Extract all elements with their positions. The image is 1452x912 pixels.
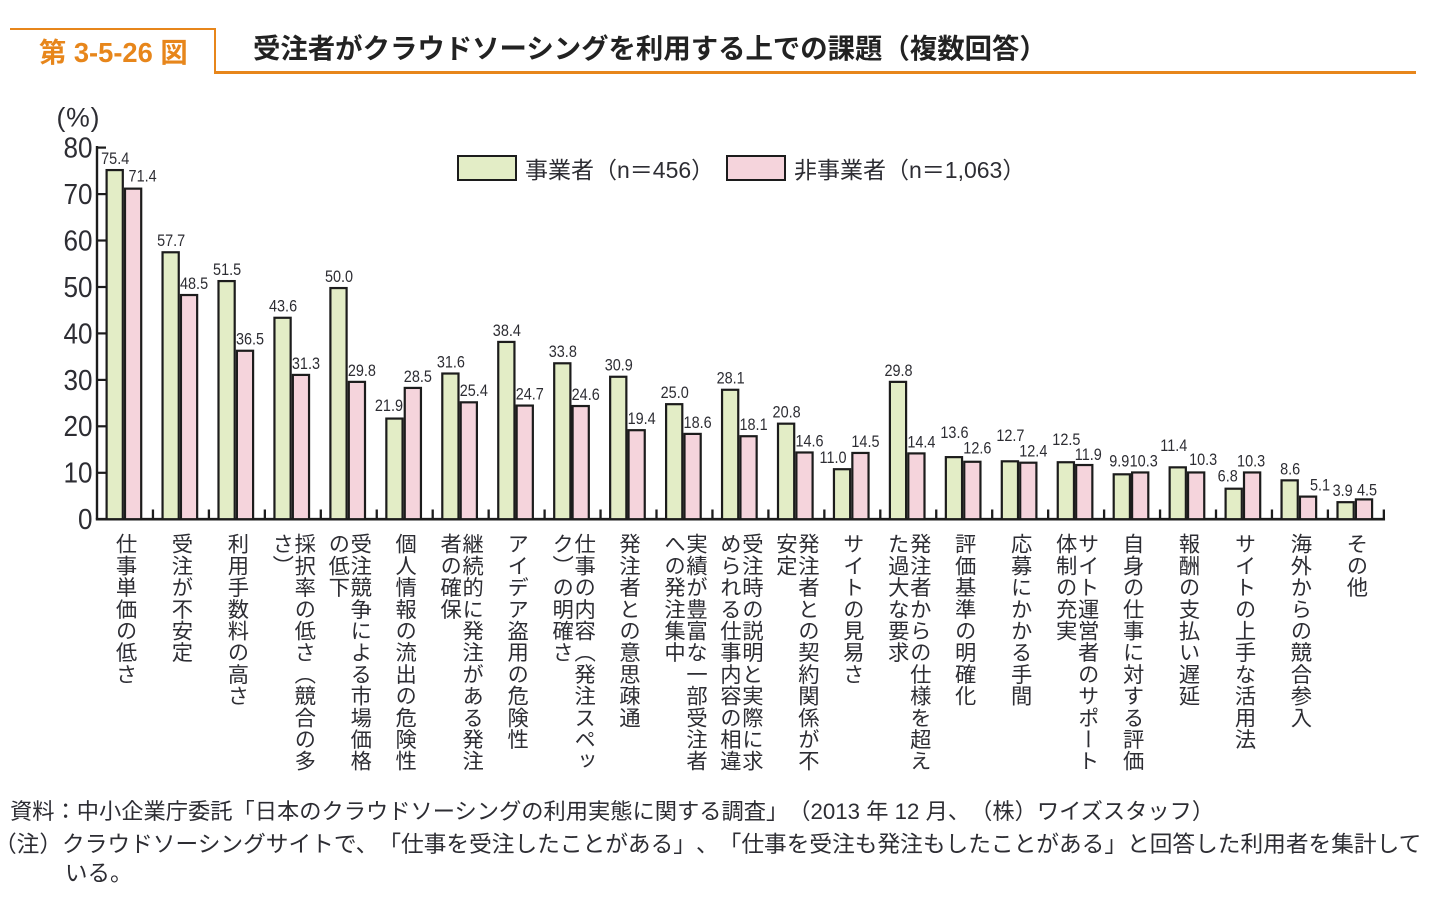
svg-text:10.3: 10.3: [1237, 452, 1265, 470]
svg-text:28.1: 28.1: [717, 370, 745, 388]
svg-text:10.3: 10.3: [1189, 451, 1217, 469]
svg-text:71.4: 71.4: [129, 168, 157, 186]
svg-text:11.9: 11.9: [1075, 446, 1102, 464]
svg-text:48.5: 48.5: [180, 275, 208, 293]
svg-text:4.5: 4.5: [1357, 481, 1377, 499]
svg-text:36.5: 36.5: [236, 331, 264, 349]
svg-text:31.6: 31.6: [437, 353, 465, 371]
svg-text:29.8: 29.8: [884, 362, 912, 380]
svg-text:14.6: 14.6: [795, 432, 823, 450]
svg-text:14.5: 14.5: [851, 433, 879, 451]
svg-text:29.8: 29.8: [348, 362, 376, 380]
svg-text:40: 40: [63, 317, 92, 350]
svg-text:25.4: 25.4: [460, 382, 488, 400]
svg-text:38.4: 38.4: [493, 322, 521, 340]
svg-text:33.8: 33.8: [549, 343, 577, 361]
svg-text:30.9: 30.9: [605, 357, 633, 375]
svg-text:18.6: 18.6: [684, 414, 712, 432]
svg-text:8.6: 8.6: [1280, 460, 1300, 478]
svg-text:28.5: 28.5: [404, 368, 432, 386]
svg-text:21.9: 21.9: [375, 397, 403, 415]
svg-text:12.7: 12.7: [996, 427, 1024, 445]
svg-text:0: 0: [78, 503, 93, 536]
svg-text:24.7: 24.7: [516, 385, 544, 403]
svg-text:3.9: 3.9: [1333, 482, 1353, 500]
svg-text:75.4: 75.4: [101, 150, 129, 168]
svg-text:25.0: 25.0: [661, 384, 689, 402]
svg-text:10.3: 10.3: [1130, 452, 1158, 470]
svg-text:(%): (%): [57, 102, 101, 132]
svg-text:60: 60: [63, 224, 92, 257]
svg-text:18.1: 18.1: [739, 416, 767, 434]
svg-text:12.6: 12.6: [963, 440, 991, 458]
svg-text:6.8: 6.8: [1218, 468, 1238, 486]
svg-text:5.1: 5.1: [1310, 477, 1330, 495]
svg-text:12.4: 12.4: [1019, 443, 1047, 461]
svg-text:24.6: 24.6: [572, 386, 600, 404]
svg-text:14.4: 14.4: [907, 433, 935, 451]
svg-text:19.4: 19.4: [628, 410, 656, 428]
svg-text:80: 80: [63, 131, 92, 164]
svg-text:12.5: 12.5: [1052, 431, 1080, 449]
svg-text:20.8: 20.8: [773, 404, 801, 422]
svg-text:11.4: 11.4: [1160, 437, 1187, 455]
svg-text:10: 10: [63, 456, 92, 489]
svg-text:20: 20: [63, 410, 92, 443]
svg-text:13.6: 13.6: [940, 424, 968, 442]
svg-text:57.7: 57.7: [157, 232, 185, 250]
svg-text:51.5: 51.5: [213, 261, 241, 279]
svg-text:70: 70: [63, 178, 92, 211]
svg-text:50: 50: [63, 271, 92, 304]
svg-text:9.9: 9.9: [1109, 453, 1129, 471]
svg-text:30: 30: [63, 364, 92, 397]
svg-text:31.3: 31.3: [292, 355, 320, 373]
svg-text:43.6: 43.6: [269, 298, 297, 316]
svg-text:11.0: 11.0: [820, 449, 847, 467]
svg-text:50.0: 50.0: [325, 268, 353, 286]
